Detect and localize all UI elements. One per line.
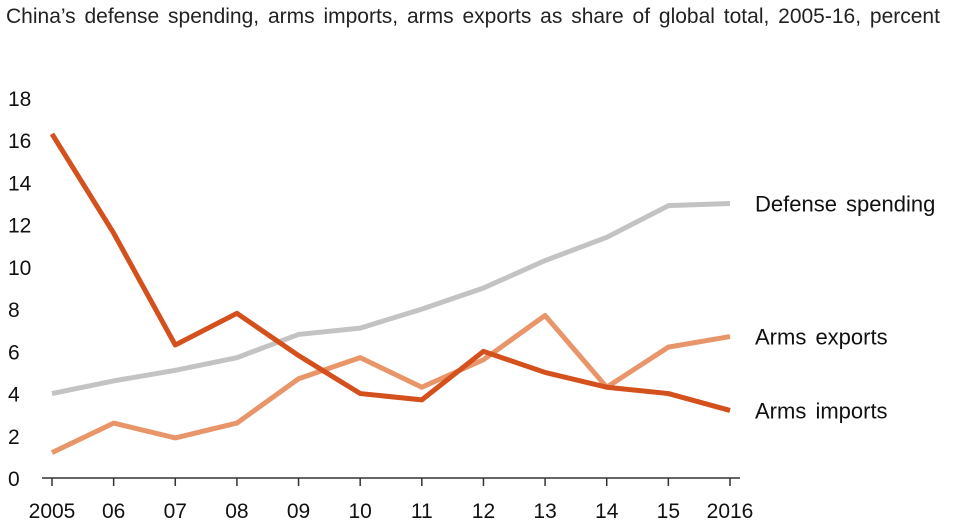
y-tick-label: 16	[8, 130, 31, 153]
series-line-arms-imports	[49, 132, 731, 413]
chart-title: China’s defense spending, arms imports, …	[6, 5, 940, 28]
y-tick-label: 12	[8, 215, 31, 238]
y-tick-label: 8	[8, 299, 20, 322]
x-tick-label: 2005	[29, 500, 76, 523]
x-tick-label: 14	[595, 500, 619, 523]
x-tick-label: 09	[287, 500, 310, 523]
x-tick-label: 2016	[707, 500, 754, 523]
series-label: Defense spending	[755, 192, 935, 217]
x-tick-label: 07	[164, 500, 187, 523]
x-tick-label: 06	[102, 500, 125, 523]
x-tick-label: 12	[472, 500, 495, 523]
y-tick-label: 2	[8, 426, 20, 449]
x-tick-label: 15	[657, 500, 680, 523]
y-tick-label: 10	[8, 257, 31, 280]
series-label: Arms imports	[755, 398, 888, 423]
x-tick-label: 10	[349, 500, 372, 523]
series-line-arms-exports	[50, 312, 731, 455]
series-label: Arms exports	[755, 325, 888, 350]
y-tick-label: 0	[8, 468, 20, 491]
y-tick-label: 14	[8, 172, 32, 195]
x-tick-label: 11	[411, 500, 433, 523]
x-tick-label: 08	[225, 500, 248, 523]
y-tick-label: 18	[8, 88, 31, 111]
y-tick-label: 4	[8, 384, 20, 407]
y-tick-label: 6	[8, 341, 20, 364]
series-line-defense-spending	[51, 201, 731, 397]
x-tick-label: 13	[533, 500, 556, 523]
